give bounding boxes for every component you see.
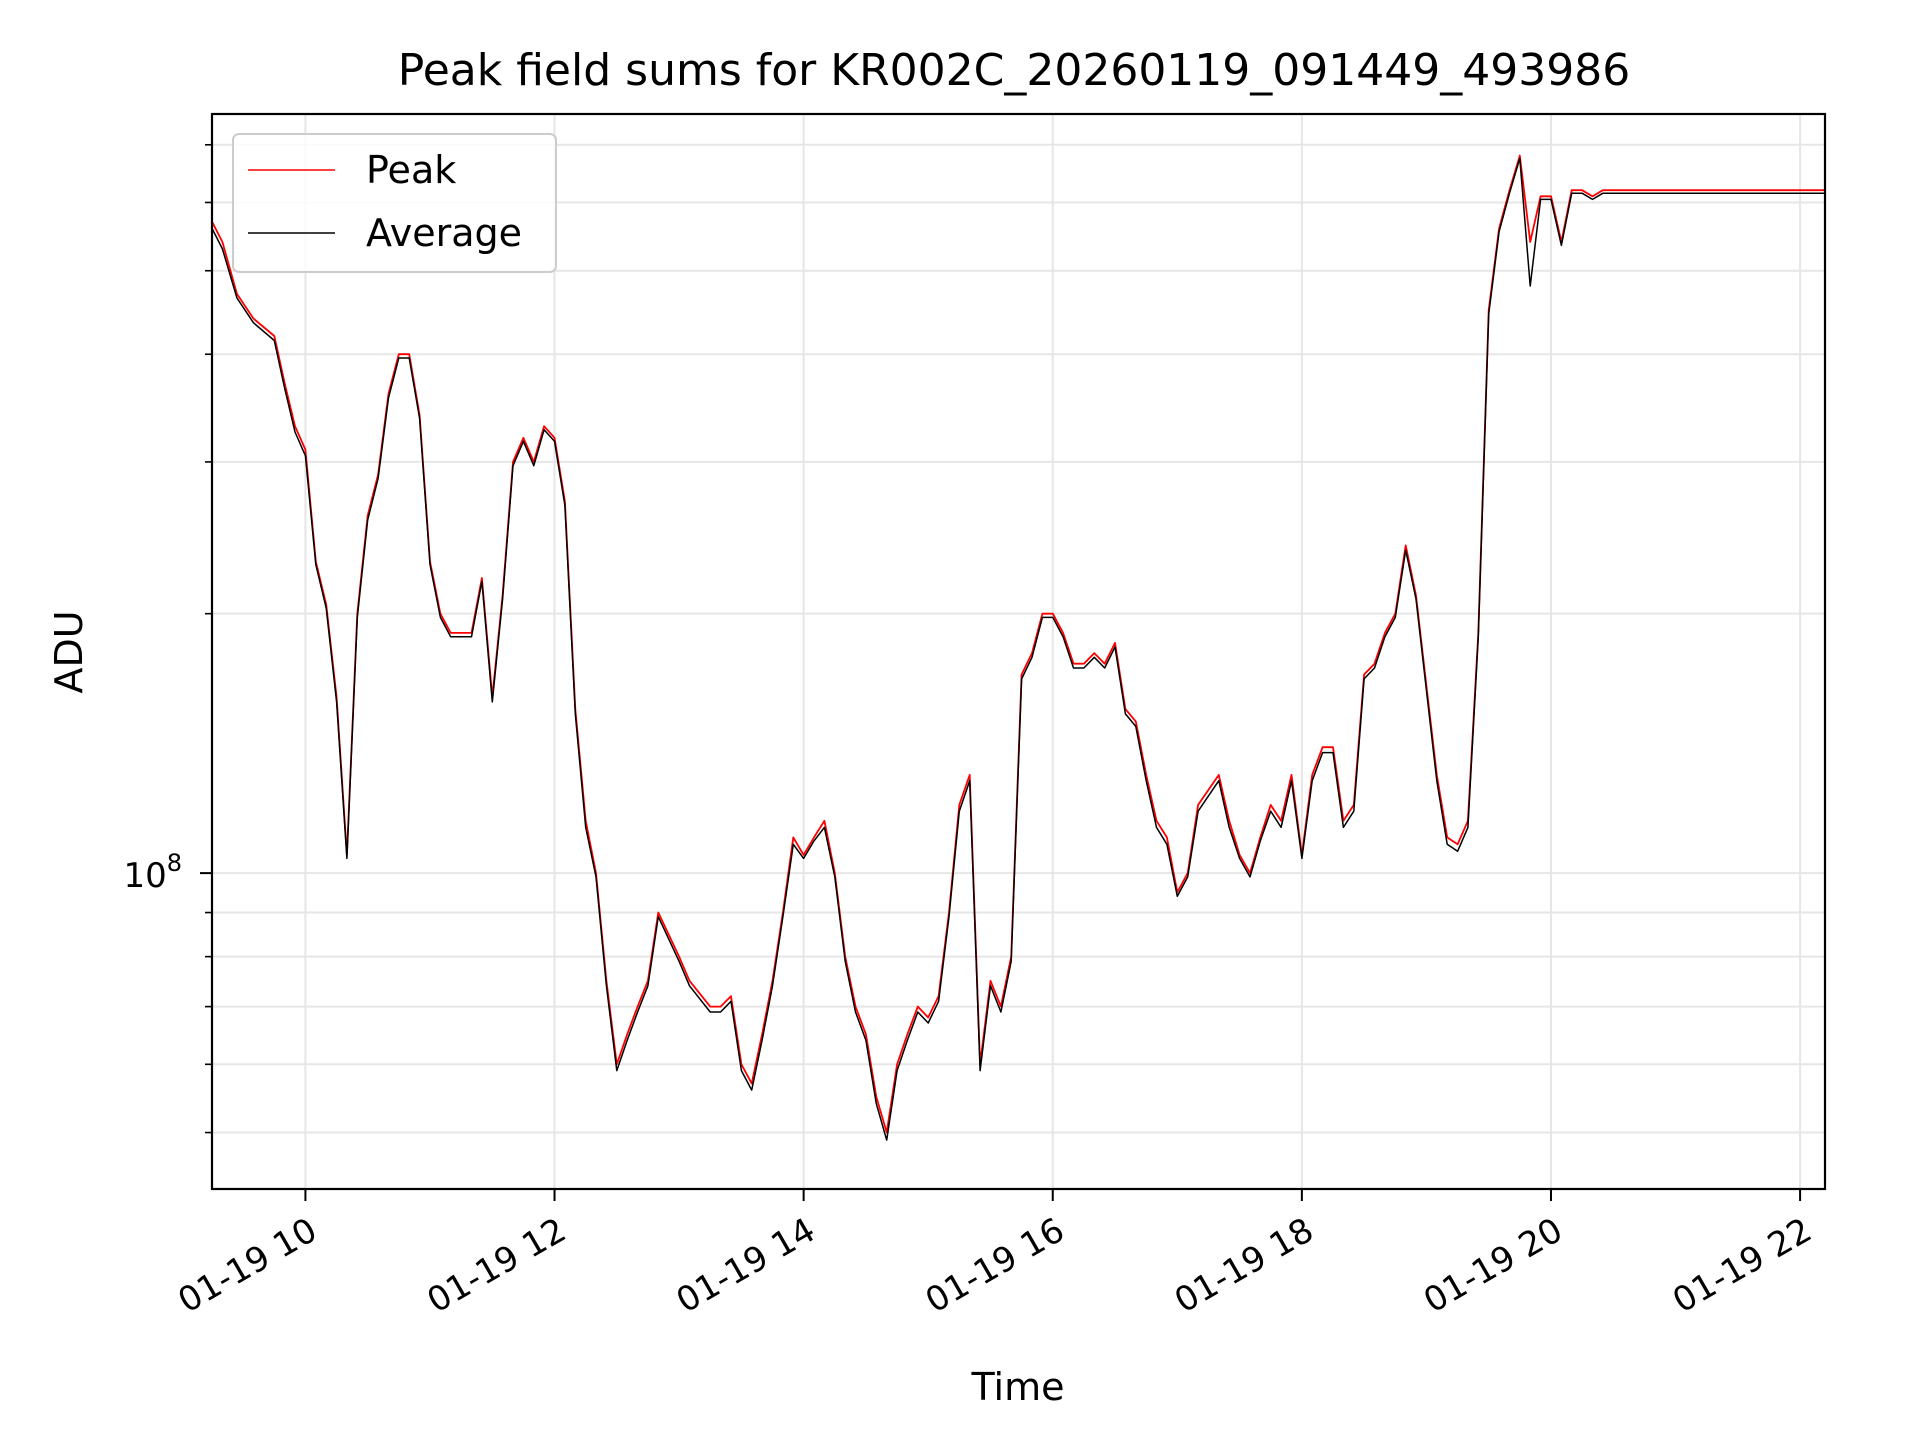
y-tick-exponent: 8 [167, 849, 182, 877]
x-axis-label: Time [971, 1365, 1065, 1409]
y-axis: 108 [123, 143, 212, 1134]
legend-box [232, 133, 557, 273]
legend-label-average: Average [366, 211, 522, 255]
grid [212, 114, 1825, 1189]
y-tick-label: 108 [123, 849, 182, 896]
legend: Peak Average [232, 133, 557, 273]
series-layer [211, 154, 1825, 1141]
plot-frame [210, 112, 1827, 1191]
series-line-average [211, 157, 1825, 1141]
legend-label-peak: Peak [366, 148, 456, 192]
chart-title: Peak field sums for KR002C_20260119_0914… [398, 45, 1630, 96]
y-tick-base: 10 [123, 856, 166, 896]
y-axis-label: ADU [47, 610, 91, 693]
